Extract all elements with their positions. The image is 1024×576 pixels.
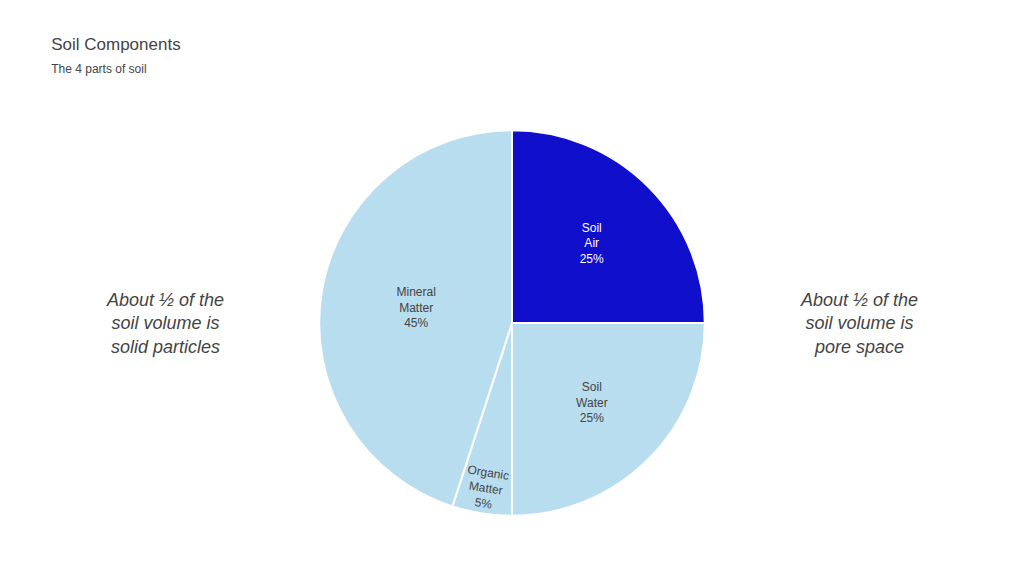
svg-text:About ½ of thesoil volume isso: About ½ of thesoil volume issolid partic… [106,290,224,357]
svg-text:MineralMatter45%: MineralMatter45% [397,285,436,330]
svg-text:SoilWater25%: SoilWater25% [576,380,608,425]
svg-text:OrganicMatter5%: OrganicMatter5% [462,462,511,513]
svg-text:About ½ of thesoil volume ispo: About ½ of thesoil volume ispore space [800,290,918,357]
svg-text:SoilAir25%: SoilAir25% [580,221,604,266]
svg-text:Soil Components: Soil Components [51,35,180,54]
svg-text:The 4 parts of soil: The 4 parts of soil [51,62,146,76]
